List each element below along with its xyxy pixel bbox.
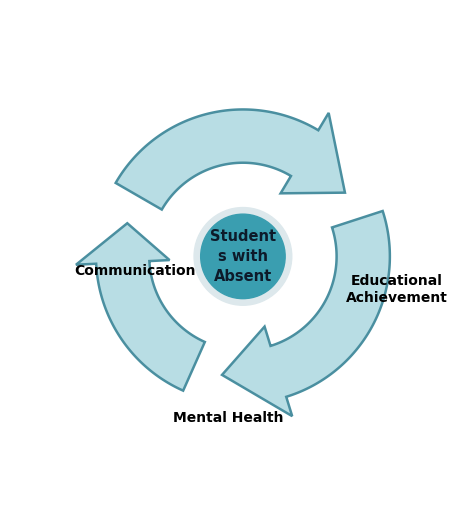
Text: Communication: Communication [74, 264, 195, 278]
Circle shape [201, 214, 285, 299]
Polygon shape [76, 223, 205, 391]
Circle shape [194, 208, 292, 305]
Text: Student
s with
Absent: Student s with Absent [210, 229, 276, 284]
Polygon shape [222, 211, 390, 416]
Text: Mental Health: Mental Health [173, 411, 283, 425]
Text: Educational
Achievement: Educational Achievement [346, 274, 447, 304]
Polygon shape [116, 110, 345, 210]
